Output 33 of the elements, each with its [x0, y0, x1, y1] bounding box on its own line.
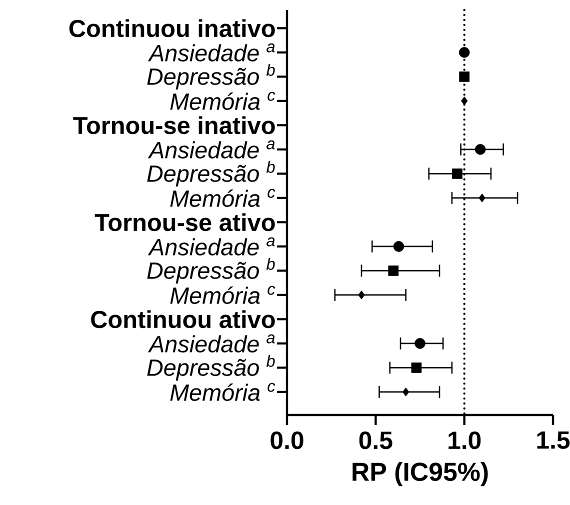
point [414, 338, 426, 349]
point [452, 168, 462, 179]
y-tick-label: Memória $^{c}$ [170, 188, 276, 207]
point [474, 144, 486, 155]
y-tick-label: Memória $^{c}$ [170, 286, 276, 304]
x-tick-label: 0.0 [270, 432, 304, 450]
y-tick-label: Continuou inativo [69, 19, 275, 38]
point [393, 241, 404, 252]
y-tick-label: Ansiedade $^{a}$ [148, 140, 275, 158]
x-tick-label: 0.5 [359, 432, 392, 450]
y-tick-label: Depressão $^{b}$ [147, 64, 275, 90]
y-tick-label: Memória $^{c}$ [170, 92, 276, 110]
y-tick-label: Ansiedade $^{a}$ [148, 237, 275, 256]
x-tick-label: 1.0 [448, 432, 481, 450]
y-tick-label: Depressão $^{b}$ [147, 160, 275, 187]
x-tick-label: 1.5 [537, 432, 570, 449]
point [461, 96, 468, 106]
y-tick-label: Memória $^{c}$ [170, 382, 276, 401]
point [402, 388, 410, 396]
y-tick-label: Continuou ativo [91, 310, 275, 328]
y-tick-label: Tornou-se inativo [73, 116, 275, 134]
y-tick-label: Depressão $^{b}$ [147, 258, 275, 284]
x-axis-title: RP (IC95%) [352, 462, 488, 486]
point [411, 362, 422, 373]
y-tick-label: Ansiedade $^{a}$ [148, 43, 275, 62]
y-tick-label: Ansiedade $^{a}$ [148, 334, 275, 352]
point [358, 290, 365, 300]
point [458, 47, 470, 58]
point [478, 194, 486, 202]
point [459, 72, 470, 82]
y-tick-label: Depressão $^{b}$ [147, 354, 275, 381]
point [388, 266, 399, 276]
y-tick-label: Tornou-se ativo [94, 213, 275, 232]
